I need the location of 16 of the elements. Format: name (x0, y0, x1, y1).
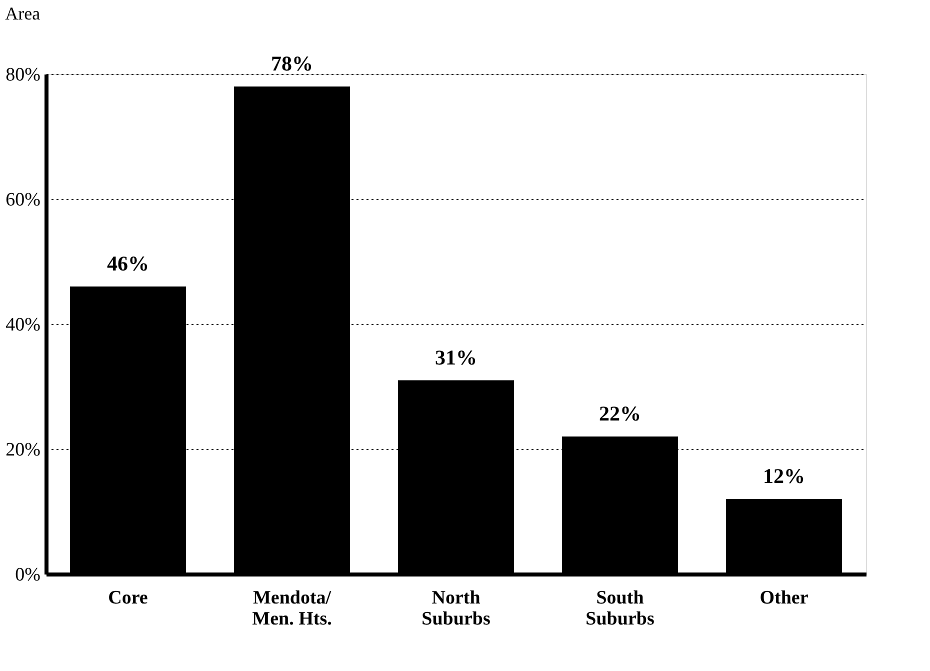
data-label: 12% (763, 464, 805, 488)
data-label: 31% (435, 345, 477, 370)
y-tick-label: 20% (6, 440, 41, 460)
x-tick-label: Core (108, 588, 148, 608)
chart-title: Area (5, 4, 40, 24)
data-label: 78% (271, 52, 313, 76)
x-tick-label: Mendota/ Men. Hts. (252, 588, 332, 630)
y-tick-label: 60% (6, 190, 41, 210)
data-label: 46% (107, 252, 149, 276)
y-tick-label: 80% (6, 64, 41, 86)
x-tick-label: South Suburbs (586, 588, 654, 630)
x-tick-label: North Suburbs (422, 588, 490, 630)
data-label: 22% (599, 402, 641, 426)
y-tick-label: 0% (15, 564, 41, 586)
x-tick-label: Other (760, 588, 809, 608)
y-tick-label: 40% (6, 314, 41, 336)
